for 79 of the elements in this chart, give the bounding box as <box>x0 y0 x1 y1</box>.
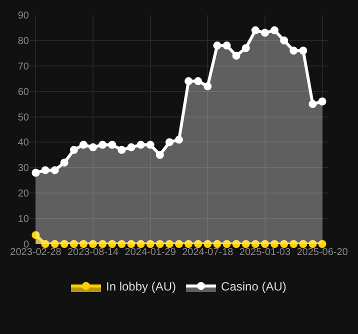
point <box>242 44 250 52</box>
y-tick-label: 80 <box>18 36 30 47</box>
point <box>32 231 40 240</box>
point <box>98 140 107 149</box>
point <box>251 240 260 248</box>
point <box>318 98 326 106</box>
point <box>232 240 240 248</box>
y-tick-label: 60 <box>18 86 30 98</box>
point <box>204 240 212 248</box>
point <box>118 146 126 154</box>
y-tick-label: 20 <box>18 188 30 200</box>
point <box>270 26 279 34</box>
x-tick-label: 2025-01-03 <box>239 247 291 258</box>
point <box>175 136 183 144</box>
point <box>280 36 288 44</box>
point <box>41 240 50 248</box>
point <box>260 240 269 248</box>
point <box>299 46 308 55</box>
point <box>60 240 68 248</box>
point <box>194 77 202 86</box>
point <box>156 240 164 248</box>
point <box>79 140 88 149</box>
point <box>136 140 145 149</box>
point <box>60 158 68 167</box>
y-tick-label: 50 <box>18 112 30 124</box>
point <box>165 138 174 146</box>
point <box>213 42 222 50</box>
y-tick-label: 30 <box>18 163 30 174</box>
legend-label: Casino (AU) <box>221 280 286 294</box>
point <box>127 240 136 248</box>
point <box>194 240 202 248</box>
point <box>222 240 231 248</box>
legend-label: In lobby (AU) <box>106 280 176 294</box>
point <box>108 240 116 248</box>
point <box>175 240 183 248</box>
point <box>270 240 279 248</box>
y-tick-label: 70 <box>18 61 30 72</box>
point <box>251 26 260 34</box>
x-tick-label: 2025-06-20 <box>296 247 348 258</box>
point <box>318 240 326 248</box>
x-tick-label: 2023-08-14 <box>67 247 120 258</box>
point <box>50 166 59 174</box>
point <box>308 240 317 248</box>
point <box>260 28 269 37</box>
point <box>290 240 298 248</box>
point <box>299 240 308 248</box>
x-tick-label: 2023-02-28 <box>10 247 62 258</box>
point <box>89 143 98 152</box>
y-tick-label: 40 <box>18 138 30 149</box>
x-tick-label: 2024-07-18 <box>182 247 234 258</box>
point <box>308 100 317 108</box>
point <box>79 240 88 248</box>
point <box>89 240 98 248</box>
point <box>136 240 145 248</box>
point <box>98 240 107 248</box>
point <box>184 77 193 86</box>
point <box>146 140 154 149</box>
point <box>118 240 126 248</box>
y-tick-label: 10 <box>18 214 30 226</box>
point <box>70 240 78 248</box>
x-tick-label: 2024-01-29 <box>124 247 176 258</box>
point <box>222 42 231 50</box>
point <box>108 140 116 149</box>
point <box>50 240 59 248</box>
point <box>232 52 240 60</box>
point <box>32 168 40 177</box>
point <box>41 166 50 174</box>
point <box>184 240 193 248</box>
point <box>146 240 154 248</box>
point <box>156 150 164 159</box>
point <box>242 240 250 248</box>
point <box>280 240 288 248</box>
point <box>165 240 174 248</box>
point <box>70 146 78 154</box>
y-tick-label: 90 <box>18 10 30 22</box>
point <box>290 46 298 55</box>
point <box>213 240 222 248</box>
point <box>127 143 136 152</box>
point <box>204 82 212 90</box>
